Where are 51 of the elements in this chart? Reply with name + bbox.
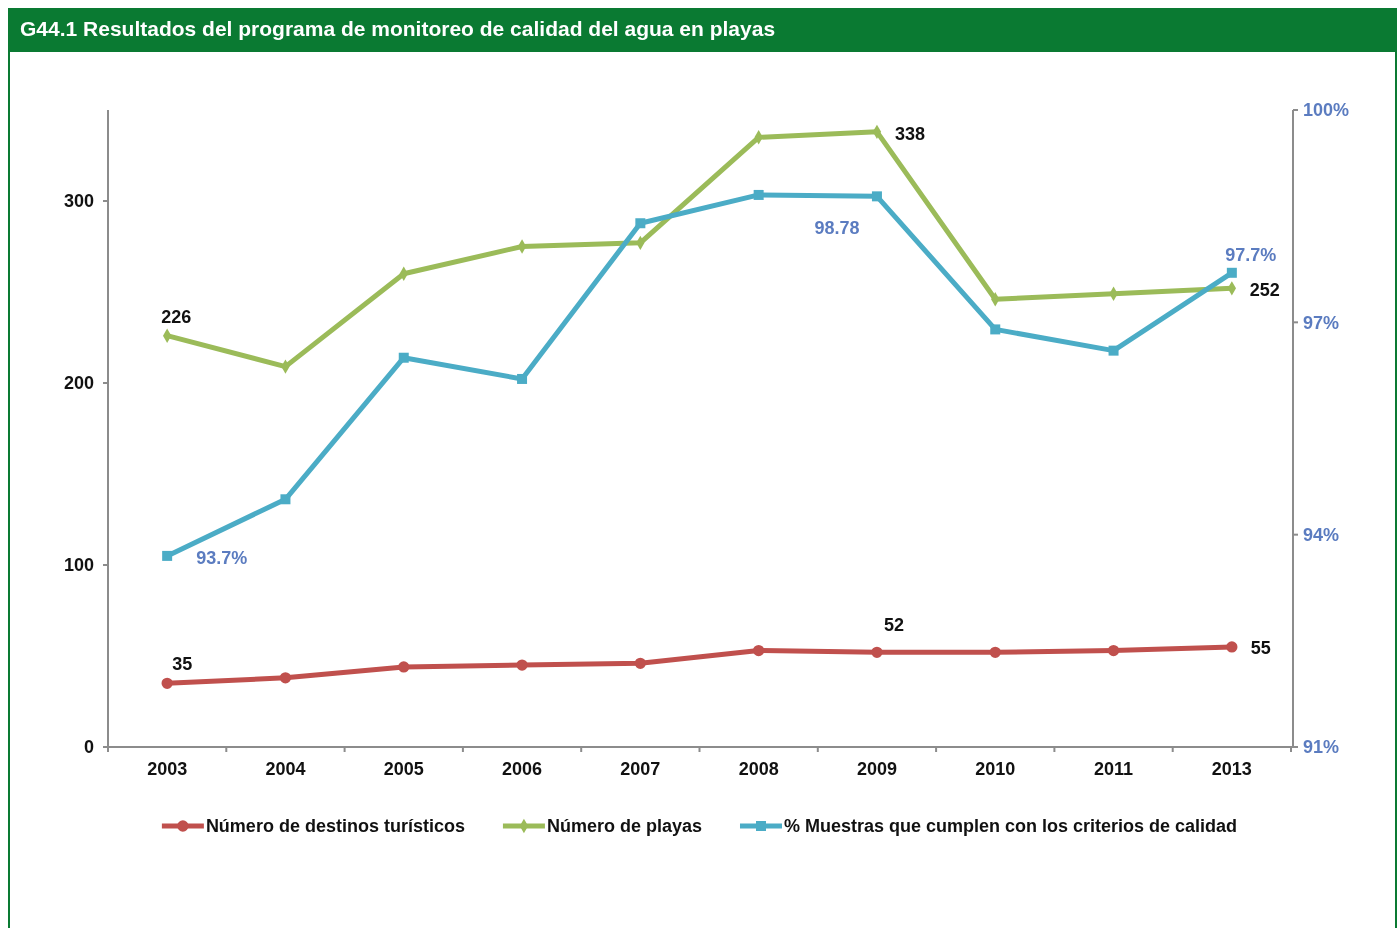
x-tick-label: 2011 (1094, 759, 1134, 779)
x-tick-label: 2006 (502, 759, 543, 779)
x-tick-label: 2007 (620, 759, 661, 779)
point (516, 659, 528, 671)
point (871, 646, 883, 658)
point (1107, 644, 1120, 657)
data-label: 252 (1249, 280, 1280, 301)
legend-label: Número de playas (546, 816, 702, 837)
point (398, 352, 409, 363)
data-label: 35 (172, 654, 193, 675)
data-label: 52 (883, 615, 904, 636)
legend-label: Número de destinos turísticos (205, 816, 465, 837)
x-tick-label: 2009 (856, 759, 897, 779)
y-tick-label: 200 (63, 373, 94, 394)
y-tick-label: 300 (63, 191, 94, 212)
x-tick-label: 2003 (147, 759, 188, 779)
data-label: 226 (161, 306, 192, 327)
y-tick-label: 0 (83, 737, 94, 758)
chart-title: G44.1 Resultados del programa de monitoreo de calidad del agua en playas (20, 17, 776, 40)
x-tick-label: 2004 (265, 759, 306, 779)
data-label: 55 (1250, 637, 1271, 658)
data-label: 98.78 (814, 218, 860, 239)
x-tick-label: 2005 (383, 759, 424, 779)
legend-label: % Muestras que cumplen con los criterios de calidad (783, 816, 1238, 837)
y2-tick-label: 97% (1303, 312, 1340, 333)
point (635, 218, 646, 229)
point (1226, 641, 1238, 653)
point (398, 661, 410, 673)
point (517, 373, 528, 384)
point (279, 672, 292, 684)
data-label: 338 (894, 123, 925, 144)
data-label: 97.7% (1225, 244, 1277, 265)
y-tick-label: 100 (63, 555, 94, 576)
point (161, 677, 173, 689)
x-tick-label: 2010 (975, 759, 1016, 779)
y2-tick-label: 91% (1303, 737, 1340, 758)
point (871, 191, 882, 202)
point (162, 550, 173, 561)
point (990, 324, 1001, 335)
data-label: 93.7% (196, 547, 248, 568)
x-tick-label: 2013 (1211, 759, 1252, 779)
point (753, 644, 765, 657)
point (1108, 345, 1119, 356)
x-tick-label: 2008 (738, 759, 779, 779)
point (280, 494, 291, 505)
point (989, 646, 1001, 658)
point (753, 189, 764, 200)
y2-tick-label: 94% (1303, 524, 1340, 545)
point (634, 657, 646, 669)
point (1226, 267, 1237, 278)
y2-tick-label: 100% (1303, 100, 1350, 121)
